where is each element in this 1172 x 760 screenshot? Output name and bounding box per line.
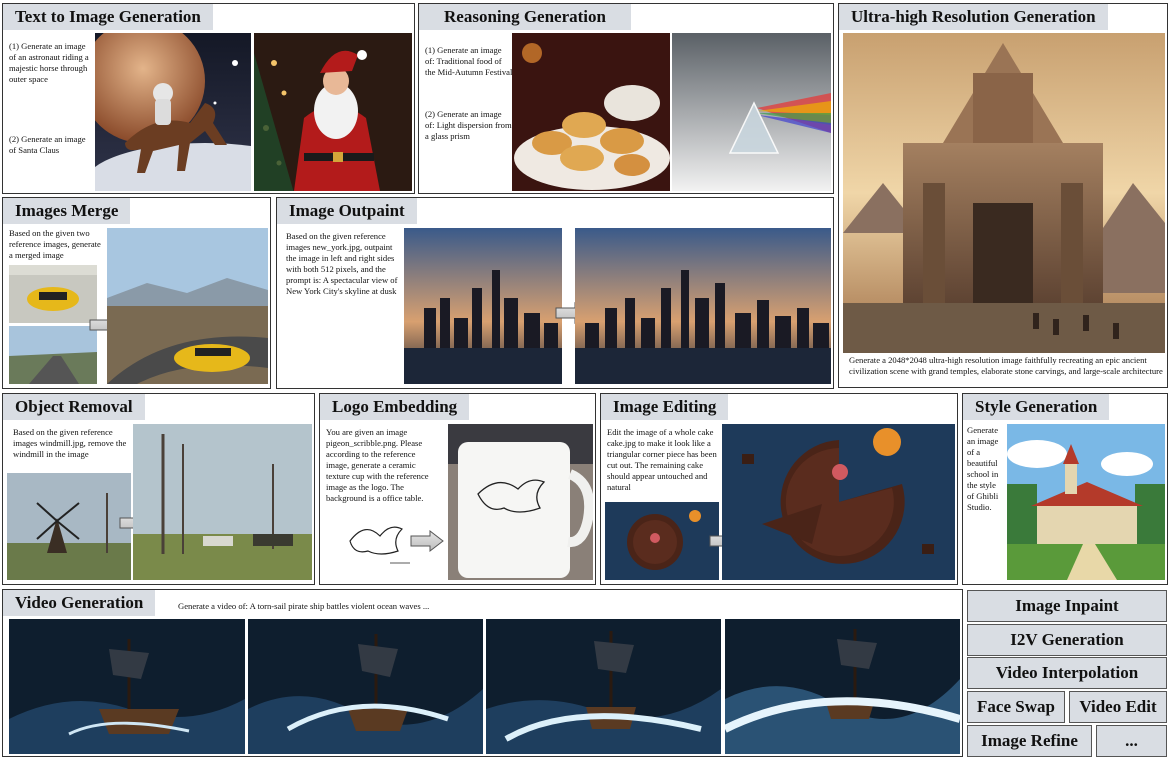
video-panel: Video Generation Generate a video of: A … [2,589,963,757]
style-prompt: Generate an image of a beautiful school … [967,425,999,512]
astronaut-horse-image [95,33,251,191]
merge-panel: Images Merge Based on the given two refe… [2,197,271,389]
uhr-panel: Ultra-high Resolution Generation Generat… [838,3,1168,388]
t2i-prompt-2: (2) Generate an image of Santa Claus [9,134,86,155]
more-button[interactable]: ... [1096,725,1167,757]
ghibli-school-image [1007,424,1165,580]
outpaint-prompt: Based on the given reference images new_… [286,231,398,296]
reasoning-panel: Reasoning Generation (1) Generate an ima… [418,3,834,194]
logo-arrow-icon [410,530,444,552]
reasoning-prompt-2: (2) Generate an image of: Light dispersi… [425,109,512,141]
uhr-title: Ultra-high Resolution Generation [839,4,1108,30]
windmill-input-image [7,473,131,580]
prism-image [672,33,831,191]
editing-panel: Image Editing Edit the image of a whole … [600,393,958,585]
video-prompt: Generate a video of: A torn-sail pirate … [178,601,430,611]
ancient-temple-image [843,33,1165,353]
video-frame-4 [725,619,960,754]
santa-claus-image [254,33,412,191]
cake-cut-image [722,424,955,580]
cake-input-image [605,502,719,580]
merge-prompt: Based on the given two reference images,… [9,228,101,260]
style-title: Style Generation [963,394,1110,420]
style-panel: Style Generation Generate an image of a … [962,393,1168,585]
outpaint-input-image [404,228,562,384]
image-inpaint-button[interactable]: Image Inpaint [967,590,1167,622]
video-frame-2 [248,619,483,754]
video-interpolation-button[interactable]: Video Interpolation [967,657,1167,689]
i2v-generation-button[interactable]: I2V Generation [967,624,1167,656]
merge-result-image [107,228,268,384]
video-frame-3 [486,619,721,754]
editing-prompt: Edit the image of a whole cake cake.jpg … [607,427,717,492]
logo-panel: Logo Embedding You are given an image pi… [319,393,596,585]
t2i-prompt-1: (1) Generate an image of an astronaut ri… [9,41,89,84]
editing-title: Image Editing [601,394,729,420]
face-swap-button[interactable]: Face Swap [967,691,1065,723]
t2i-title: Text to Image Generation [3,4,213,30]
merge-title: Images Merge [3,198,131,224]
merge-ref-car-image [9,265,97,323]
reasoning-prompt-1: (1) Generate an image of: Traditional fo… [425,45,513,77]
mooncake-image [512,33,670,191]
logo-prompt: You are given an image pigeon_scribble.p… [326,427,429,503]
ceramic-cup-image [448,424,593,580]
removal-prompt: Based on the given reference images wind… [13,427,127,459]
windmill-removed-image [133,424,312,580]
outpaint-result-image [575,228,831,384]
removal-title: Object Removal [3,394,145,420]
pigeon-scribble-image [340,511,420,571]
image-refine-button[interactable]: Image Refine [967,725,1092,757]
video-edit-button[interactable]: Video Edit [1069,691,1167,723]
merge-ref-road-image [9,326,97,384]
uhr-prompt: Generate a 2048*2048 ultra-high resoluti… [849,355,1163,376]
reasoning-title: Reasoning Generation [419,4,631,30]
outpaint-title: Image Outpaint [277,198,417,224]
logo-title: Logo Embedding [320,394,470,420]
outpaint-panel: Image Outpaint Based on the given refere… [276,197,834,389]
t2i-panel: Text to Image Generation (1) Generate an… [2,3,415,194]
video-title: Video Generation [3,590,156,616]
video-frame-1 [9,619,245,754]
removal-panel: Object Removal Based on the given refere… [2,393,315,585]
